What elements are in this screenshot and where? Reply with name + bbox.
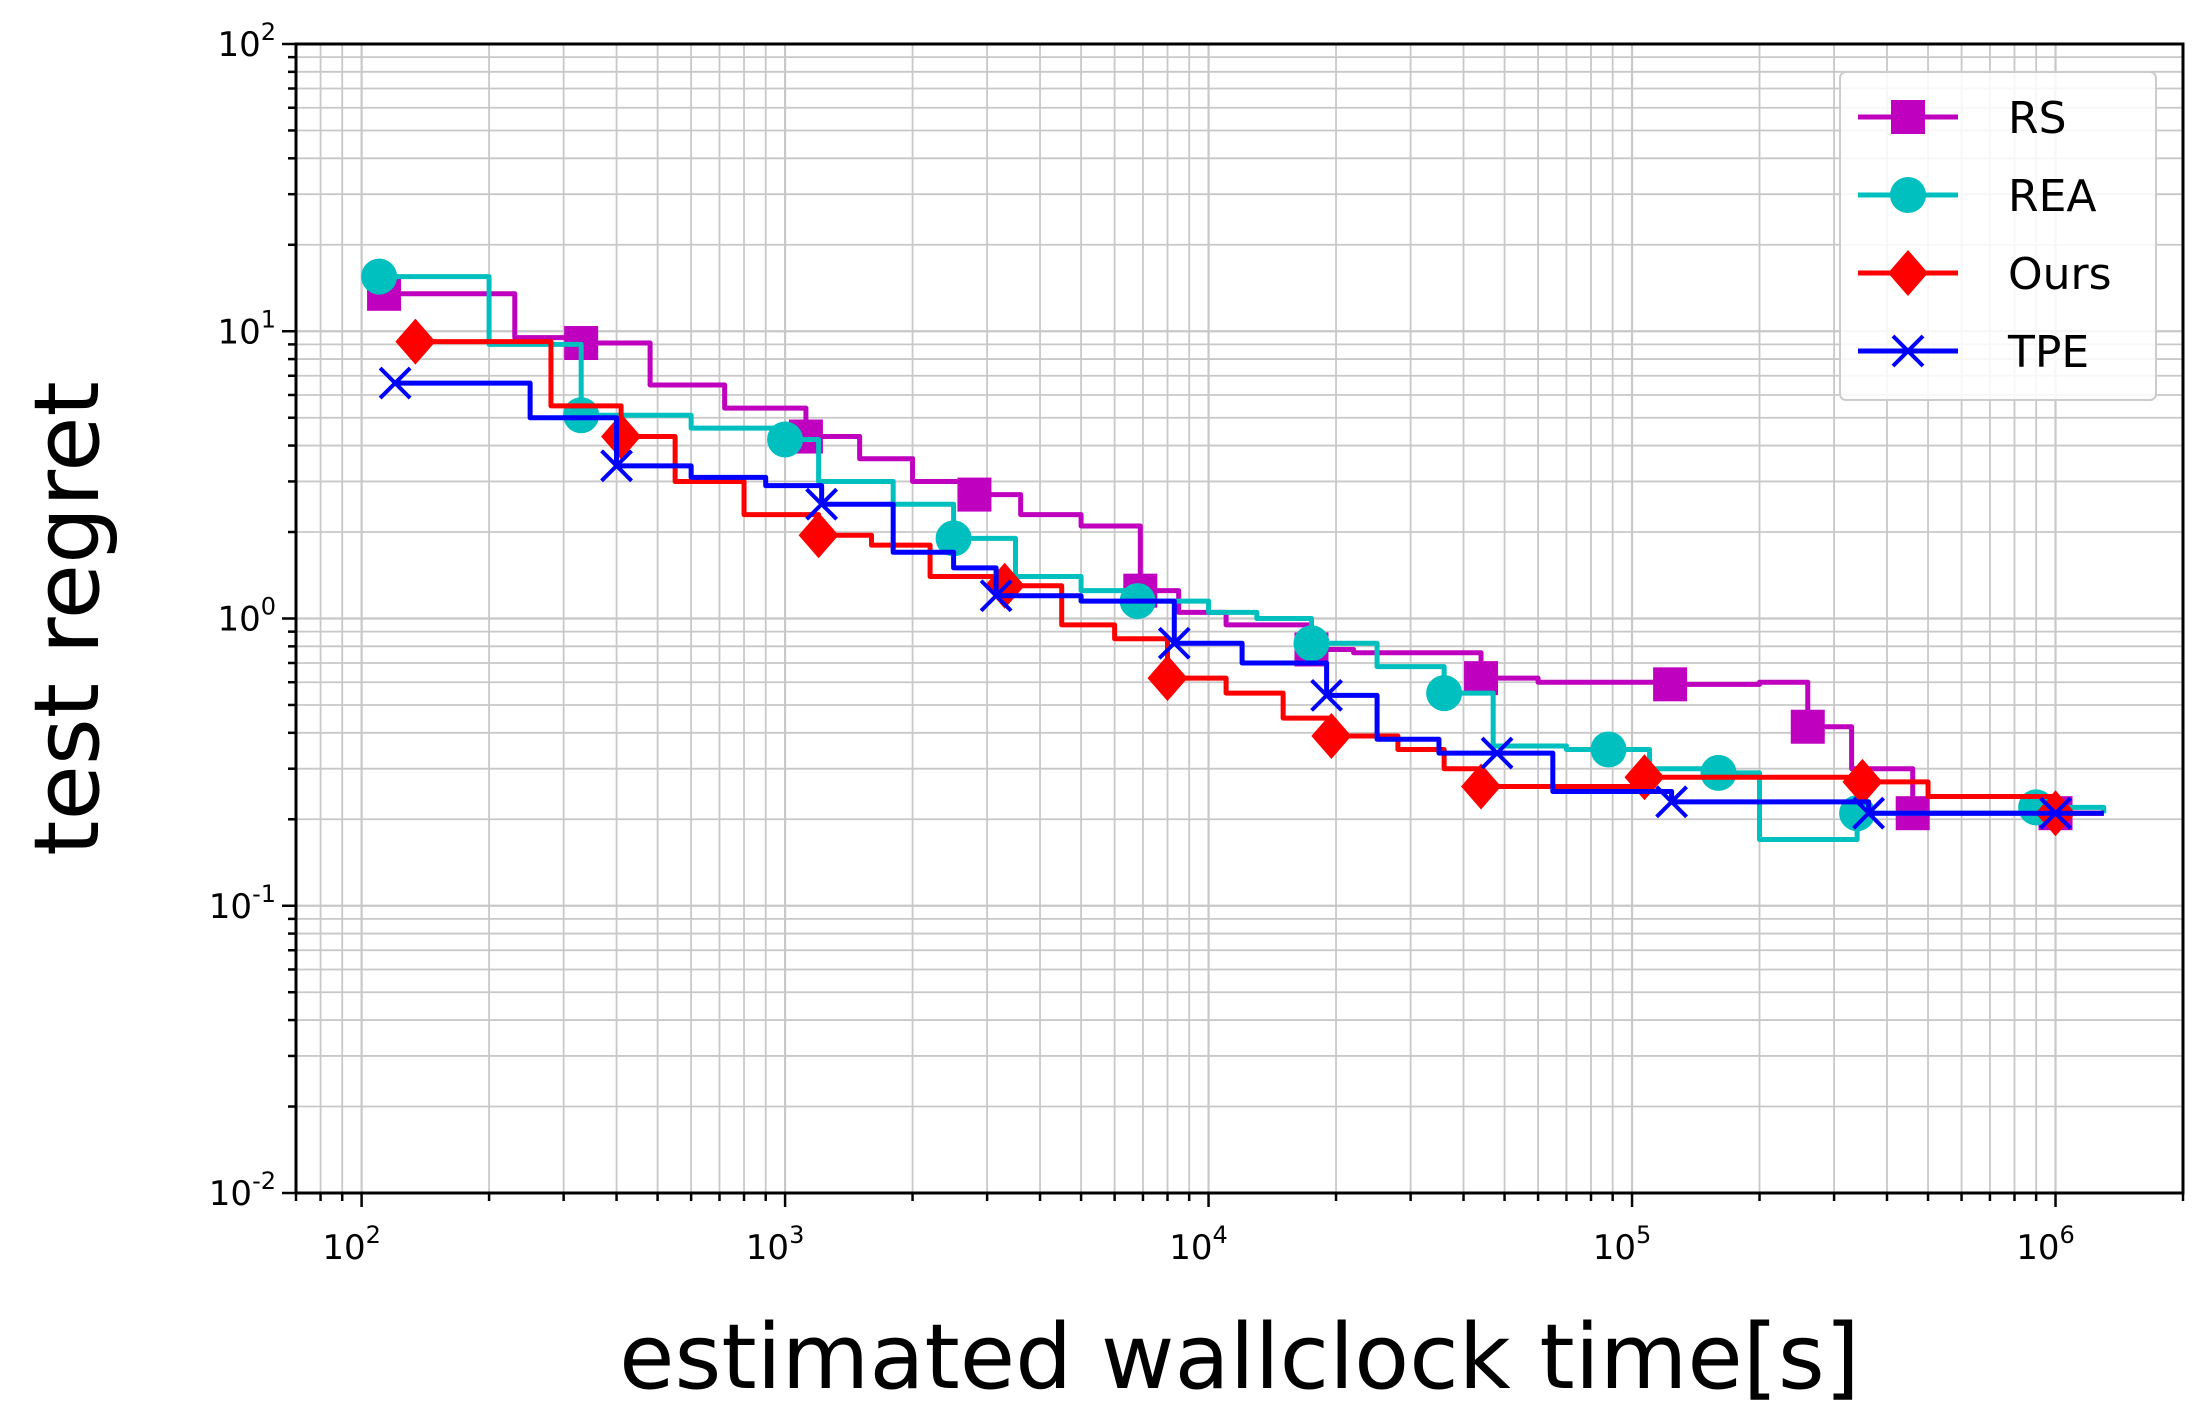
legend-marker-ours (1888, 250, 1928, 296)
legend-label-tpe: TPE (2007, 327, 2089, 378)
series-line-ours (415, 339, 2104, 816)
marker-tpe (2039, 796, 2072, 830)
x-tick-label: 105 (1593, 1221, 1652, 1268)
marker-ours (1311, 712, 1352, 759)
x-tick-label: 106 (2016, 1221, 2075, 1268)
axis-ticks: 102 103 104 105 106 10-2 10-1 100 101 102 (209, 18, 2185, 1268)
marker-tpe (1480, 736, 1514, 770)
marker-rs (1790, 709, 1825, 744)
marker-ours (1624, 754, 1665, 801)
y-tick-label: 10-1 (209, 880, 276, 927)
x-tick-label: 103 (746, 1221, 805, 1268)
marker-rea (1426, 675, 1463, 712)
marker-tpe (600, 449, 633, 483)
legend-label-rea: REA (2008, 171, 2096, 222)
legend-item-ours: Ours (1858, 249, 2112, 300)
marker-tpe (1655, 785, 1689, 819)
legend-label-ours: Ours (2008, 249, 2112, 300)
legend-item-rea: REA (1858, 171, 2096, 222)
y-tick-label: 100 (217, 593, 276, 640)
series-layer (361, 258, 2107, 843)
marker-ours (798, 512, 839, 559)
marker-ours (1147, 655, 1188, 702)
marker-rea (935, 520, 972, 557)
legend-item-rs: RS (1858, 93, 2067, 144)
marker-rea (767, 421, 804, 458)
marker-rea (1700, 754, 1737, 791)
marker-ours (395, 318, 436, 365)
marker-rs (1653, 667, 1688, 702)
legend: RS REA Ours TPE (1839, 71, 2157, 401)
x-tick-label: 102 (322, 1221, 381, 1268)
marker-tpe (1157, 626, 1191, 660)
marker-ours (1461, 763, 1502, 810)
series-rea (361, 258, 2107, 843)
legend-item-tpe: TPE (1858, 327, 2089, 378)
marker-rea (1590, 731, 1627, 768)
series-line-tpe (395, 380, 2104, 816)
legend-label-rs: RS (2008, 93, 2067, 144)
y-tick-label: 101 (217, 305, 276, 352)
marker-tpe (1852, 796, 1886, 830)
y-axis-label: test regret (15, 381, 120, 856)
grid (295, 42, 2184, 1195)
marker-rs (1464, 661, 1499, 696)
marker-tpe (1310, 678, 1344, 712)
y-tick-label: 10-2 (209, 1167, 276, 1214)
legend-marker-rea (1890, 177, 1926, 213)
marker-tpe (378, 366, 412, 400)
legend-marker-rs (1891, 100, 1925, 134)
marker-ours (601, 413, 642, 460)
series-tpe (378, 366, 2104, 830)
marker-tpe (979, 579, 1013, 613)
marker-tpe (805, 487, 839, 521)
marker-rs (957, 477, 992, 512)
series-line-rs (384, 291, 2104, 816)
x-tick-label: 104 (1169, 1221, 1228, 1268)
marker-rea (1293, 625, 1330, 662)
legend-box (1839, 71, 2157, 401)
marker-ours (1842, 758, 1883, 805)
x-axis-label: estimated wallclock time[s] (619, 1305, 1860, 1410)
y-tick-label: 102 (217, 18, 276, 65)
legend-marker-tpe (1891, 334, 1925, 368)
marker-rea (361, 258, 398, 295)
